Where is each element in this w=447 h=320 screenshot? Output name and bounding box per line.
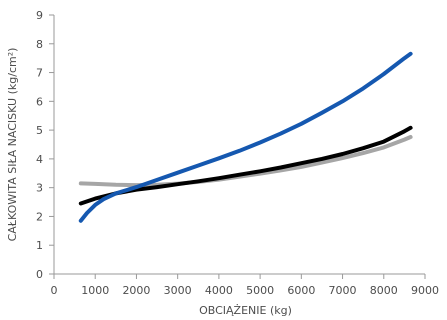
x-tick-label: 1000 — [81, 284, 109, 297]
x-tick-label: 4000 — [205, 284, 233, 297]
y-tick-label: 3 — [36, 182, 43, 195]
x-tick-label: 5000 — [246, 284, 274, 297]
y-tick-label: 0 — [36, 268, 43, 281]
x-tick-label: 7000 — [329, 284, 357, 297]
x-tick-label: 8000 — [370, 284, 398, 297]
y-tick-label: 9 — [36, 9, 43, 22]
y-tick-label: 2 — [36, 210, 43, 223]
x-tick-label: 0 — [51, 284, 58, 297]
y-tick-label: 6 — [36, 95, 43, 108]
axes — [49, 14, 426, 279]
series-line-3 — [78, 51, 413, 223]
tick-labels: 0 1 2 3 4 5 6 7 8 9 0 1000 2000 3000 4000 5000 6000 7000 8… — [36, 9, 439, 297]
y-tick-label: 4 — [36, 153, 43, 166]
x-tick-label: 2000 — [122, 284, 150, 297]
x-axis-title: OBCIĄŻENIE (kg) — [199, 304, 292, 317]
y-tick-label: 1 — [36, 239, 43, 252]
y-tick-label: 8 — [36, 38, 43, 51]
y-tick-label: 5 — [36, 124, 43, 137]
series-line-1 — [78, 135, 413, 188]
x-tick-label: 6000 — [287, 284, 315, 297]
y-axis-title: CAŁKOWITA SIŁA NACISKU (kg/cm²) — [6, 48, 19, 242]
x-tick-label: 9000 — [411, 284, 439, 297]
y-tick-label: 7 — [36, 67, 43, 80]
x-tick-label: 3000 — [164, 284, 192, 297]
series-line-2 — [78, 125, 413, 206]
series-lines — [78, 51, 413, 223]
